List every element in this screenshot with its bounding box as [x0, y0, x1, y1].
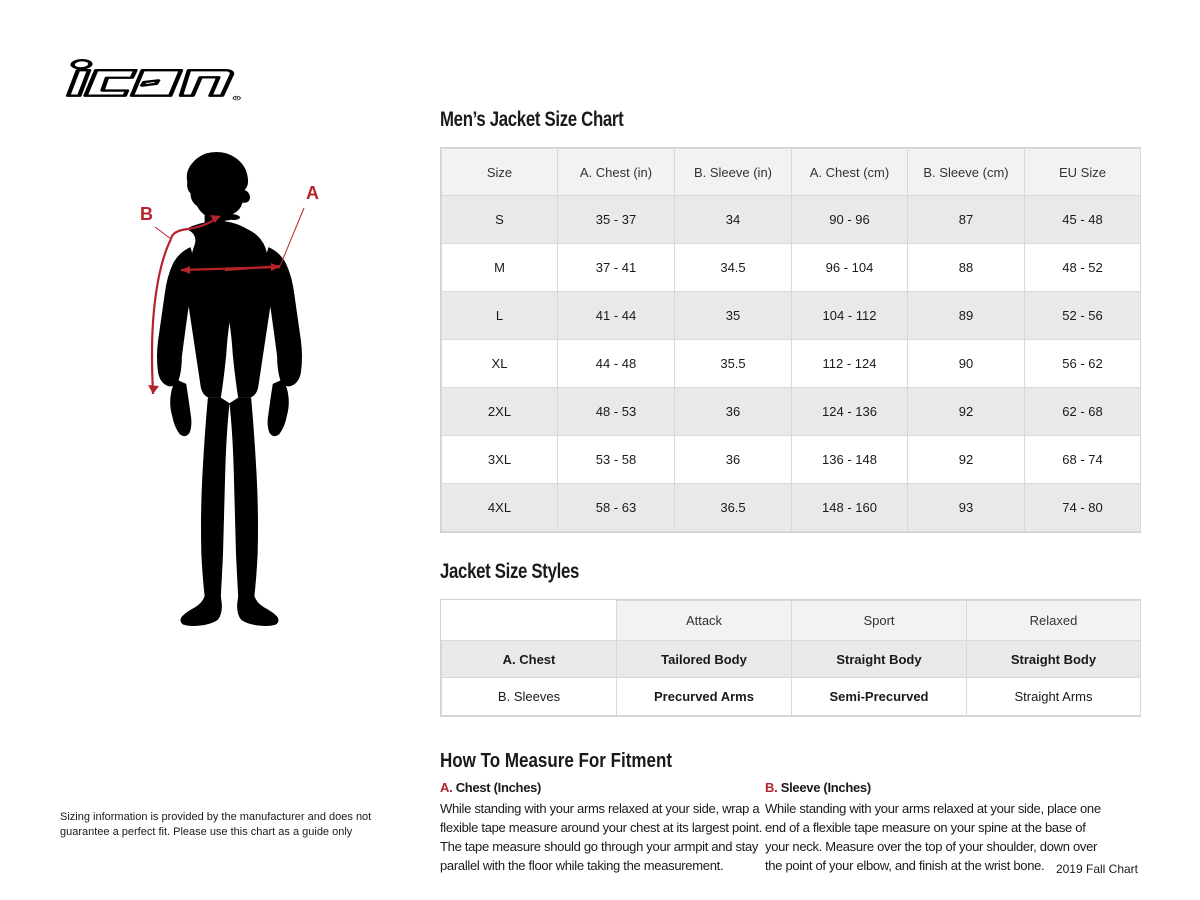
svg-text:B: B	[140, 204, 153, 224]
svg-text:A: A	[306, 183, 319, 203]
